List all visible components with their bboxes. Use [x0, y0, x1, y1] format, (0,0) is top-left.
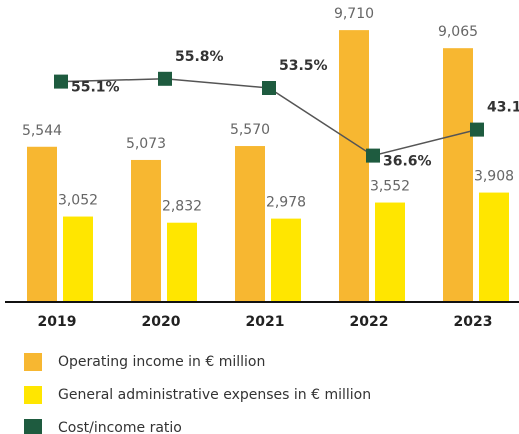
legend-swatch: [24, 353, 42, 371]
marker: [158, 71, 172, 86]
bar: [479, 192, 509, 302]
bar: [271, 218, 301, 302]
x-tick-label: 2019: [38, 314, 77, 330]
value-label: 3,052: [58, 193, 98, 209]
bar: [443, 48, 473, 303]
value-label: 5,073: [126, 136, 166, 152]
value-label: 9,710: [334, 6, 374, 22]
marker: [262, 81, 276, 95]
bar: [63, 216, 93, 302]
x-tick-label: 2022: [350, 314, 389, 330]
value-label: 3,552: [370, 179, 410, 195]
bar: [131, 159, 161, 302]
ratio-label: 55.8%: [175, 49, 224, 65]
marker: [470, 122, 484, 137]
ratio-label: 43.1%: [487, 100, 519, 116]
legend-label: Operating income in € million: [58, 354, 265, 370]
x-tick-label: 2023: [454, 314, 493, 330]
legend-swatch: [24, 419, 42, 434]
value-label: 2,832: [162, 199, 202, 215]
ratio-label: 55.1%: [71, 80, 120, 96]
value-label: 2,978: [266, 195, 306, 211]
value-label: 5,544: [22, 123, 62, 139]
ratio-label: 36.6%: [383, 154, 432, 170]
legend-label: Cost/income ratio: [58, 420, 182, 434]
legend-label: General administrative expenses in € mil…: [58, 387, 371, 403]
bar: [339, 30, 369, 303]
marker: [366, 148, 380, 163]
bar: [27, 146, 57, 302]
x-tick-label: 2021: [246, 314, 285, 330]
bar: [375, 202, 405, 302]
value-label: 5,570: [230, 122, 270, 138]
value-label: 9,065: [438, 24, 478, 40]
ratio-label: 53.5%: [279, 58, 328, 74]
legend-swatch: [24, 386, 42, 404]
value-label: 3,908: [474, 169, 514, 185]
bar: [167, 222, 197, 302]
marker: [54, 74, 68, 89]
bar: [235, 146, 265, 302]
x-tick-label: 2020: [142, 314, 181, 330]
